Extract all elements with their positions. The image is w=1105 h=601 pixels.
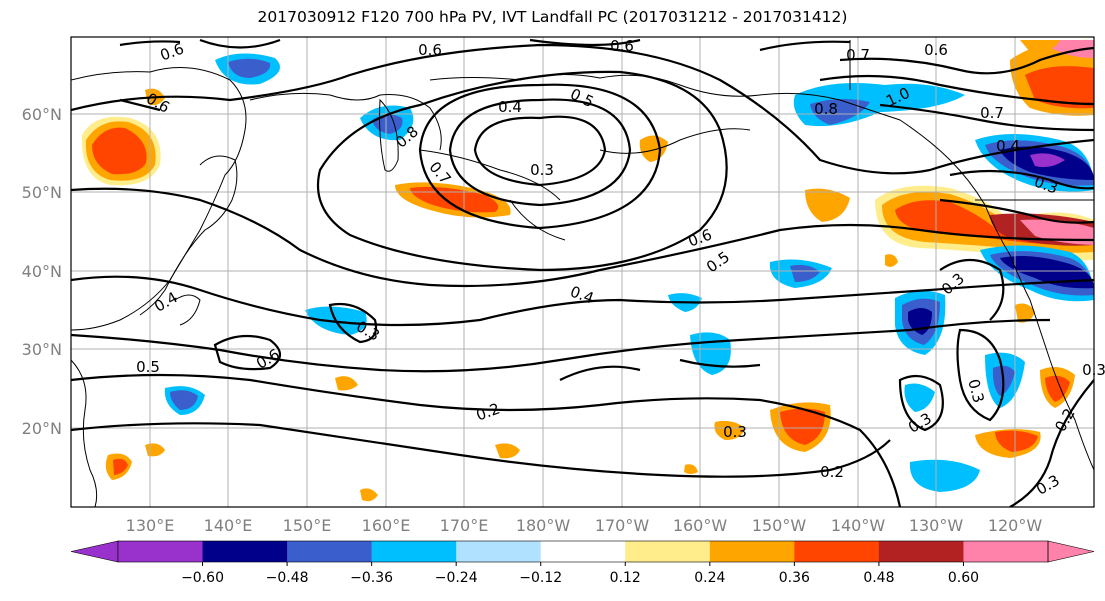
lon-label: 160°E — [362, 516, 411, 535]
lon-label: 130°W — [909, 516, 964, 535]
colorbar-labels: −0.60 −0.48 −0.36 −0.24 −0.12 0.12 0.24 0.36 0.4… — [181, 562, 979, 586]
lon-label: 180°W — [516, 516, 571, 535]
contour-label: 0.6 — [418, 41, 442, 59]
contour-label: 0.3 — [723, 423, 747, 441]
lon-label: 140°W — [831, 516, 886, 535]
lon-label: 140°E — [204, 516, 253, 535]
colorbar-tick-label: −0.12 — [519, 570, 562, 586]
lat-label: 20°N — [22, 419, 62, 438]
lon-label: 120°W — [988, 516, 1043, 535]
coastlines — [71, 40, 1094, 507]
lat-label: 40°N — [22, 262, 62, 281]
colorbar-segment — [709, 541, 795, 562]
graticule — [71, 37, 1094, 507]
contour-label: 0.3 — [1082, 361, 1105, 379]
lat-label: 50°N — [22, 183, 62, 202]
contour-label: 0.4 — [996, 137, 1020, 155]
lat-label: 60°N — [22, 105, 62, 124]
latitude-labels: 60°N 50°N 40°N 30°N 20°N — [22, 105, 62, 438]
colorbar-tick-label: 0.36 — [779, 570, 810, 586]
colorbar-extend-low — [70, 540, 119, 563]
lon-label: 150°E — [283, 516, 332, 535]
contour-label: 0.6 — [924, 41, 948, 59]
plot-frame — [70, 36, 1095, 508]
colorbar-tick-label: −0.36 — [350, 570, 393, 586]
colorbar-segment — [540, 541, 626, 562]
colorbar-tick-label: 0.24 — [694, 570, 725, 586]
colorbar — [70, 540, 1095, 563]
colorbar-tick-label: 0.60 — [948, 570, 979, 586]
lon-label: 130°E — [126, 516, 175, 535]
colorbar-tick-label: −0.24 — [435, 570, 478, 586]
colorbar-tick-label: 0.48 — [863, 570, 894, 586]
contour-label: 0.4 — [498, 98, 522, 116]
contour-label: 0.8 — [814, 100, 838, 118]
colorbar-segment — [625, 541, 711, 562]
contour-label: 0.3 — [964, 377, 988, 405]
lon-label: 170°E — [440, 516, 489, 535]
colorbar-segment — [456, 541, 542, 562]
colorbar-segment — [287, 541, 373, 562]
shaded-anomalies — [81, 39, 1094, 502]
colorbar-tick-label: −0.60 — [181, 570, 224, 586]
lat-label: 30°N — [22, 340, 62, 359]
contour-label: 0.7 — [980, 104, 1004, 122]
colorbar-segment — [202, 541, 288, 562]
contour-label: 0.6 — [610, 37, 634, 55]
contour-label: 0.5 — [136, 358, 160, 376]
lon-label: 150°W — [752, 516, 807, 535]
colorbar-segment — [963, 541, 1049, 562]
colorbar-tick-label: 0.12 — [610, 570, 641, 586]
longitude-labels: 130°E 140°E 150°E 160°E 170°E 180°W 170°… — [126, 516, 1043, 535]
lon-label: 170°W — [595, 516, 650, 535]
contour-label: 0.3 — [530, 161, 554, 179]
lon-label: 160°W — [673, 516, 728, 535]
contour-label: 0.2 — [820, 463, 844, 481]
colorbar-segment — [794, 541, 880, 562]
colorbar-segment — [878, 541, 964, 562]
map-title: 2017030912 F120 700 hPa PV, IVT Landfall… — [257, 8, 848, 26]
colorbar-segment — [371, 541, 457, 562]
colorbar-segment — [118, 541, 204, 562]
colorbar-extend-high — [1047, 540, 1095, 563]
pv-contours — [71, 38, 1094, 507]
colorbar-tick-label: −0.48 — [266, 570, 309, 586]
contour-label: 0.7 — [846, 46, 870, 64]
